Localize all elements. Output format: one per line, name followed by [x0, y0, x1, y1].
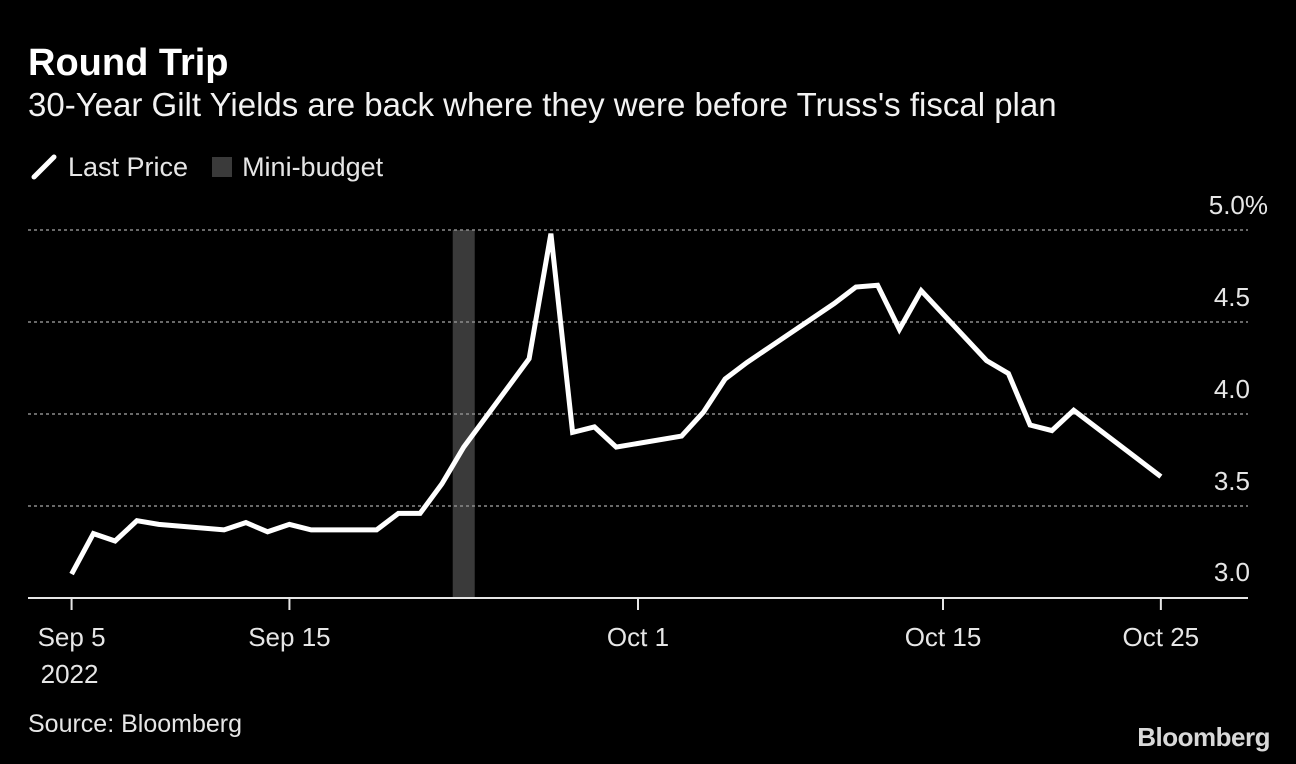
series-line-last-price	[69, 233, 1163, 576]
y-tick-label: 4.0	[1214, 374, 1250, 404]
mini-budget-band	[452, 230, 475, 598]
x-tick-label: Sep 15	[248, 622, 330, 652]
x-tick-label: Oct 1	[607, 622, 669, 652]
legend: Last Price Mini-budget	[30, 150, 407, 184]
y-tick-label: 5.0%	[1209, 190, 1268, 220]
legend-label-mini-budget: Mini-budget	[242, 151, 384, 182]
x-tick-label: Sep 5	[38, 622, 106, 652]
legend-item-mini-budget: Mini-budget	[212, 152, 383, 183]
line-chart: 3.0 3.5 4.0 4.5 5.0% Sep 5 2022 Sep 15 Oct 1 Oct …	[28, 190, 1268, 689]
legend-label-last-price: Last Price	[68, 151, 189, 182]
legend-item-last-price: Last Price	[30, 152, 188, 183]
y-tick-label: 4.5	[1214, 282, 1250, 312]
legend-box-icon	[212, 157, 233, 177]
chart-title: Round Trip	[28, 42, 229, 84]
x-tick-sublabel: 2022	[41, 659, 99, 689]
chart-subtitle: 30-Year Gilt Yields are back where they …	[28, 86, 1057, 123]
bloomberg-logo: Bloomberg	[1137, 722, 1270, 752]
x-tick-label: Oct 15	[905, 622, 982, 652]
legend-line-icon	[31, 154, 57, 180]
y-tick-label: 3.0	[1214, 557, 1250, 587]
source-note: Source: Bloomberg	[28, 710, 243, 738]
x-tick-label: Oct 25	[1123, 622, 1200, 652]
y-tick-label: 3.5	[1214, 466, 1250, 496]
